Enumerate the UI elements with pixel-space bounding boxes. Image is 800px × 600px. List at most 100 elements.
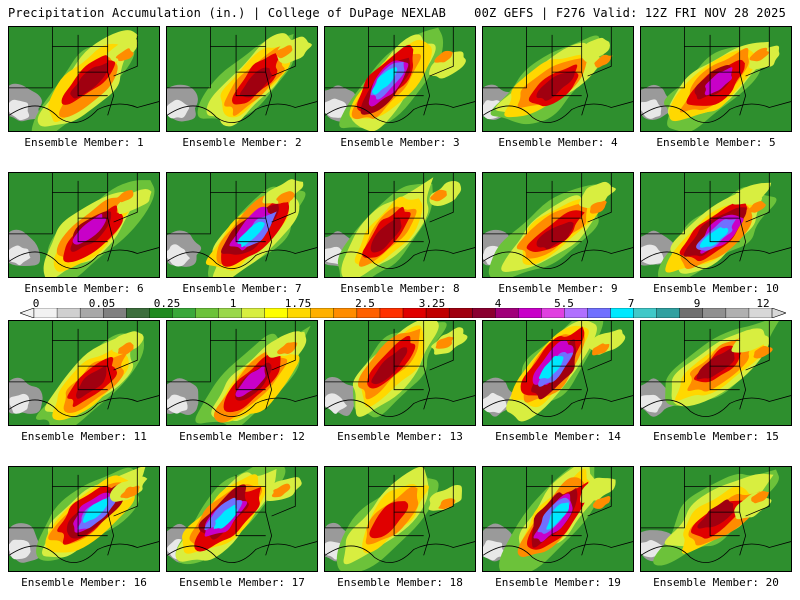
colorbar-tick-label: 9 <box>693 297 701 310</box>
colorbar-tick-label: 4 <box>494 297 502 310</box>
state-border <box>739 366 747 410</box>
state-border <box>235 366 266 391</box>
precip-map <box>641 467 791 571</box>
state-border <box>113 27 138 77</box>
state-border <box>429 173 454 223</box>
state-border <box>551 218 582 243</box>
state-border <box>9 474 79 529</box>
precip-contour <box>237 221 265 248</box>
colorbar-swatch <box>126 308 150 318</box>
state-border <box>551 46 583 73</box>
precip-map <box>483 173 633 277</box>
precip-contour <box>592 496 611 509</box>
state-border <box>393 72 424 97</box>
ensemble-map-panel <box>324 466 476 572</box>
ensemble-member-caption: Ensemble Member: 12 <box>179 430 305 443</box>
state-border <box>551 512 582 537</box>
ensemble-member-caption: Ensemble Member: 11 <box>21 430 147 443</box>
state-border <box>483 101 633 123</box>
precip-map <box>9 27 159 131</box>
precip-contour <box>428 51 466 79</box>
state-border <box>587 27 612 77</box>
ensemble-map-panel <box>482 466 634 572</box>
precip-contour <box>699 227 729 248</box>
state-border <box>709 340 741 367</box>
ensemble-member-caption: Ensemble Member: 1 <box>24 136 144 149</box>
precip-map <box>325 27 475 131</box>
precip-contour <box>592 343 610 356</box>
dry-area <box>167 394 188 414</box>
state-border <box>236 173 267 194</box>
state-border <box>235 512 266 537</box>
state-border <box>393 366 424 391</box>
ensemble-map-panel <box>8 320 160 426</box>
state-border <box>745 173 770 223</box>
state-border <box>393 46 425 73</box>
colorbar-swatch <box>379 308 404 318</box>
precip-contour <box>536 221 574 250</box>
state-border <box>393 486 425 513</box>
precip-contour <box>115 48 134 62</box>
state-border <box>429 27 454 77</box>
ensemble-map-panel <box>8 172 160 278</box>
state-border <box>265 512 273 556</box>
state-border <box>113 467 138 517</box>
colorbar-swatch <box>56 308 81 318</box>
state-border <box>167 395 317 417</box>
state-border <box>739 72 747 116</box>
state-border <box>393 218 424 243</box>
ensemble-member-caption: Ensemble Member: 5 <box>656 136 776 149</box>
state-border <box>235 192 267 219</box>
state-border <box>551 192 583 219</box>
state-border <box>581 512 589 556</box>
precip-contour <box>696 348 735 380</box>
colorbar-tick-label: 0.05 <box>88 297 116 310</box>
precip-contour <box>82 499 109 523</box>
colorbar-swatch <box>264 308 289 318</box>
colorbar-tick-label: 5.5 <box>554 297 574 310</box>
state-border <box>9 395 159 417</box>
colorbar-tick-label: 0.25 <box>153 297 181 310</box>
ensemble-map-panel <box>482 172 634 278</box>
colorbar-swatch <box>656 308 681 318</box>
ensemble-map-panel <box>166 172 318 278</box>
state-border <box>265 366 273 410</box>
ensemble-member-caption: Ensemble Member: 3 <box>340 136 460 149</box>
ensemble-member-caption: Ensemble Member: 18 <box>337 576 463 589</box>
state-border <box>423 72 431 116</box>
state-border <box>77 46 109 73</box>
state-border <box>167 34 237 89</box>
ensemble-member-caption: Ensemble Member: 15 <box>653 430 779 443</box>
state-border <box>393 340 425 367</box>
state-border <box>745 27 770 77</box>
state-border <box>271 173 296 223</box>
colorbar-swatch <box>679 308 704 318</box>
state-border <box>325 541 475 563</box>
state-border <box>265 72 273 116</box>
dry-area <box>641 99 662 119</box>
state-border <box>745 467 770 517</box>
state-border <box>739 512 747 556</box>
state-border <box>429 467 454 517</box>
ensemble-member-caption: Ensemble Member: 20 <box>653 576 779 589</box>
state-border <box>167 101 317 123</box>
state-border <box>235 340 267 367</box>
ensemble-member-caption: Ensemble Member: 17 <box>179 576 305 589</box>
state-border <box>483 328 553 383</box>
ensemble-map-panel <box>166 320 318 426</box>
precip-contour <box>731 328 767 353</box>
state-border <box>107 512 115 556</box>
state-border <box>581 72 589 116</box>
state-border <box>641 34 711 89</box>
ensemble-map-panel <box>8 26 160 132</box>
colorbar-swatch <box>448 308 473 318</box>
state-border <box>271 321 296 371</box>
ensemble-member-caption: Ensemble Member: 7 <box>182 282 302 295</box>
state-border <box>393 512 424 537</box>
precip-map <box>167 321 317 425</box>
state-border <box>709 512 740 537</box>
ensemble-map-panel <box>640 26 792 132</box>
colorbar-swatch <box>287 308 312 318</box>
state-border <box>325 474 395 529</box>
ensemble-member-caption: Ensemble Member: 2 <box>182 136 302 149</box>
